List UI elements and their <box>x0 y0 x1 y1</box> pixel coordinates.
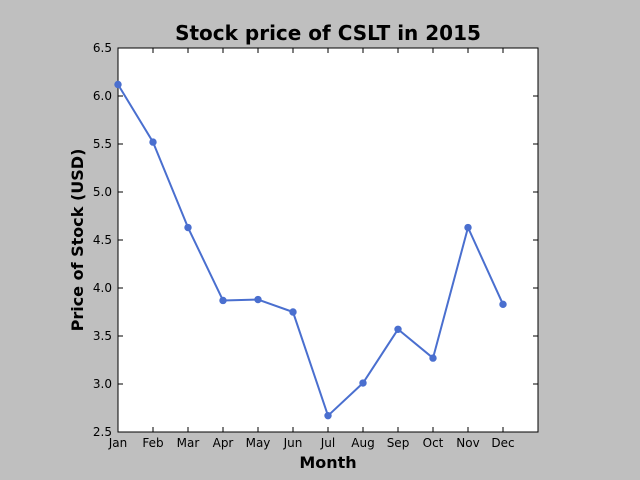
x-tick-label: Oct <box>423 436 444 450</box>
data-point <box>289 308 297 316</box>
x-tick-label: Sep <box>387 436 410 450</box>
data-point <box>184 223 192 232</box>
data-point <box>254 295 262 304</box>
x-tick-label: Jan <box>108 436 128 450</box>
series-line <box>117 83 504 417</box>
x-axis-label: Month <box>299 453 356 472</box>
data-point <box>359 379 367 387</box>
x-tick-label: Dec <box>491 436 514 450</box>
data-point <box>324 411 332 420</box>
plot-area <box>117 47 539 433</box>
y-tick-label: 5.0 <box>93 185 112 199</box>
y-tick-label: 4.0 <box>93 281 112 295</box>
series-layer <box>114 80 507 420</box>
x-tick-label: Jul <box>320 436 335 450</box>
data-point <box>429 354 437 362</box>
data-point <box>499 300 507 309</box>
x-tick-label: Feb <box>142 436 163 450</box>
x-axis-ticks: Jan Feb Mar Apr May Jun Jul Aug Sep Oct Nov Dec <box>108 48 515 450</box>
data-point <box>464 223 472 232</box>
data-point <box>394 325 402 333</box>
y-tick-label: 3.5 <box>93 329 112 343</box>
data-point <box>149 138 157 146</box>
y-tick-label: 3.0 <box>93 377 112 391</box>
chart-title: Stock price of CSLT in 2015 <box>175 21 481 45</box>
data-point <box>114 80 122 89</box>
y-axis-ticks: 2.5 3.0 3.5 4.0 4.5 5.0 5.5 6.0 6.5 <box>93 41 538 439</box>
x-tick-label: May <box>246 436 271 450</box>
y-tick-label: 2.5 <box>93 425 112 439</box>
y-tick-label: 6.0 <box>93 89 112 103</box>
y-axis-label: Price of Stock (USD) <box>68 149 87 332</box>
y-tick-label: 6.5 <box>93 41 112 55</box>
x-tick-label: Jun <box>283 436 303 450</box>
data-point <box>219 296 227 305</box>
x-tick-label: Mar <box>177 436 200 450</box>
y-tick-label: 5.5 <box>93 137 112 151</box>
y-tick-label: 4.5 <box>93 233 112 247</box>
x-tick-label: Aug <box>351 436 374 450</box>
x-tick-label: Nov <box>456 436 479 450</box>
x-tick-label: Apr <box>213 436 234 450</box>
